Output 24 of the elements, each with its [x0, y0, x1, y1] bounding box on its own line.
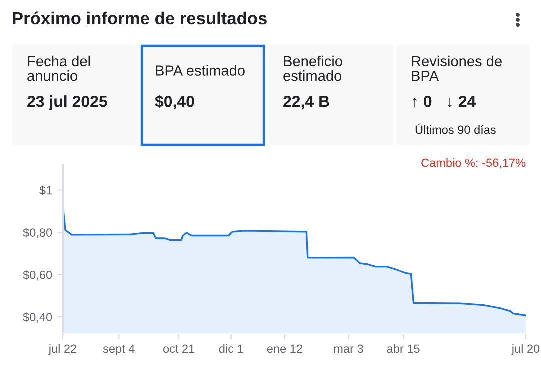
y-tick-label: $0,40	[23, 312, 52, 323]
x-tick-label: abr 15	[387, 344, 420, 354]
text: Últimos 90 días	[416, 124, 496, 134]
text: $0,40	[155, 95, 194, 110]
text: ↓ 24	[448, 96, 476, 108]
x-tick-label: oct 21	[163, 344, 195, 354]
text: Próximo informe de resultados	[13, 12, 267, 25]
text: Fecha del anuncio	[28, 56, 90, 82]
annotation: Cambio %: -56,17%	[422, 158, 526, 169]
x-tick-label: ene 12	[267, 344, 302, 354]
text: ↑ 0	[413, 96, 432, 108]
text: Beneficio estimado	[284, 56, 342, 82]
text: 22,4 B	[284, 96, 330, 110]
x-tick-label: jul 20	[512, 344, 540, 356]
y-tick-label: $1	[40, 186, 52, 196]
x-tick-label: sept 4	[103, 344, 135, 356]
text: Revisiones de BPA	[412, 56, 502, 82]
y-tick-label: $0,80	[23, 228, 52, 238]
text: 23 jul 2025	[28, 96, 108, 110]
y-tick-label: $0,60	[23, 270, 52, 281]
x-tick-label: jul 22	[48, 344, 77, 356]
x-tick-label: mar 3	[334, 344, 364, 354]
x-tick-label: dic 1	[219, 344, 244, 354]
text: BPA estimado	[156, 65, 245, 76]
